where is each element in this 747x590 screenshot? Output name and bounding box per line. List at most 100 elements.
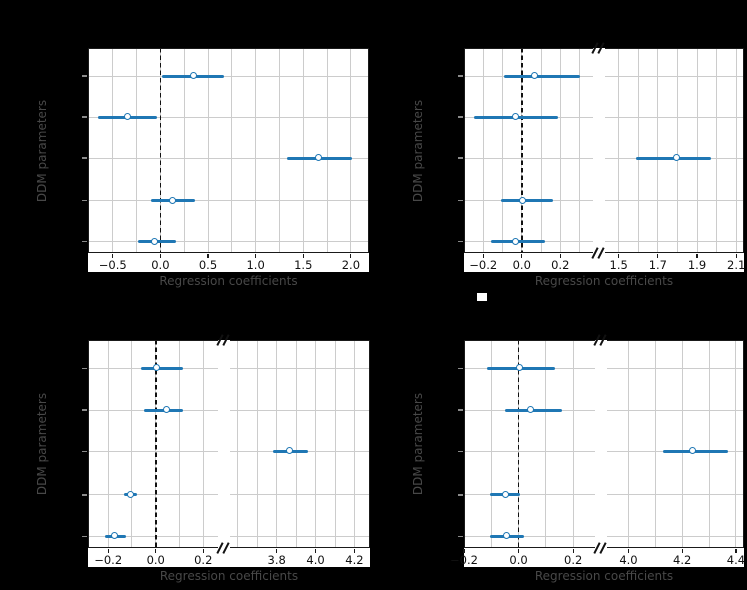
gridline-horizontal [88,494,218,496]
gridline-horizontal [88,536,218,538]
y-tick [82,200,87,202]
ci-errorbar [500,199,553,203]
x-tick-label: 4.0 [306,553,325,567]
mean-marker [688,447,696,455]
ci-errorbar [141,366,184,370]
gridline-vertical [202,340,204,548]
gridline-horizontal [230,536,370,538]
gridline-vertical [681,340,683,548]
axes-frame [230,340,370,548]
gridline-horizontal [607,494,744,496]
x-tick [314,549,317,553]
gridline-vertical [276,340,278,548]
gridline-vertical [256,340,258,548]
x-tick-label: 0.2 [551,258,570,272]
x-tick-label: 2.0 [341,258,361,272]
mean-marker [286,447,294,455]
y-tick [82,367,87,370]
gridline-vertical [315,340,317,548]
x-tick-label: 0.2 [564,553,583,567]
gridline-vertical [183,48,185,253]
x-tick-label: 3.8 [267,553,286,567]
x-tick [159,254,161,258]
x-tick [276,549,278,553]
gridline-vertical [231,48,233,253]
y-tick [458,535,463,538]
axes-frame [464,48,593,253]
gridline-vertical [502,48,503,253]
y-tick [458,367,463,370]
gridline-vertical [696,48,698,253]
x-tick-label: 1.9 [687,258,707,272]
x-tick [482,254,484,258]
mean-marker [502,490,510,498]
x-tick [572,549,574,553]
gridline-vertical [350,48,352,253]
gridline-horizontal [605,241,744,243]
x-tick [696,254,698,258]
gridline-horizontal [607,409,744,411]
y-tick [82,75,87,77]
mean-marker [511,237,519,245]
x-tick [521,254,523,258]
mean-marker [519,196,527,204]
gridline-horizontal [88,200,369,202]
plot-background [88,48,369,272]
gridline-vertical [112,48,114,253]
y-tick [82,494,87,496]
artifact-square [477,293,487,301]
gridline-vertical [735,340,737,548]
gridline-vertical [540,48,542,253]
gridline-vertical [255,48,257,253]
x-tick [107,549,109,553]
x-tick [681,549,683,553]
y-tick [82,116,87,118]
x-tick [627,549,630,553]
gridline-vertical [735,48,737,253]
x-tick-label: 0.5 [198,258,218,272]
x-tick [350,254,352,258]
y-tick [82,535,87,538]
x-tick [517,549,520,553]
gridline-horizontal [88,451,218,453]
y-tick [458,409,463,411]
gridline-vertical [326,48,328,253]
x-tick-label: 1.7 [648,258,667,272]
gridline-vertical [654,340,656,548]
mean-marker [152,364,160,372]
x-tick [302,254,304,258]
axes-frame [464,340,595,548]
x-axis-label: Regression coefficients [534,569,674,583]
y-tick [458,157,463,159]
gridline-horizontal [607,367,744,369]
y-tick [82,409,87,411]
x-tick-label: −0.5 [98,258,127,272]
mean-marker [526,405,534,413]
mean-marker [531,71,539,79]
gridline-horizontal [605,200,744,202]
gridline-vertical [545,340,547,548]
axes-frame [88,48,369,253]
gridline-vertical [708,340,710,548]
gridline-vertical [207,48,209,253]
gridline-vertical [579,48,581,253]
zero-reference-line [520,48,523,253]
mean-marker [673,153,681,161]
x-tick [255,254,257,258]
mean-marker [168,196,176,204]
x-tick-label: 4.4 [726,553,746,567]
mean-marker [503,532,511,540]
gridline-vertical [559,48,561,253]
axes-frame [88,340,218,548]
gridline-vertical [107,340,109,548]
gridline-vertical [131,340,133,548]
mean-marker [511,112,519,120]
gridline-horizontal [464,157,593,159]
y-tick [458,494,463,496]
gridline-vertical [295,340,297,548]
gridline-horizontal [88,75,369,77]
x-tick-label: 2.1 [727,258,746,272]
gridline-vertical [657,48,659,253]
gridline-vertical [490,340,492,548]
